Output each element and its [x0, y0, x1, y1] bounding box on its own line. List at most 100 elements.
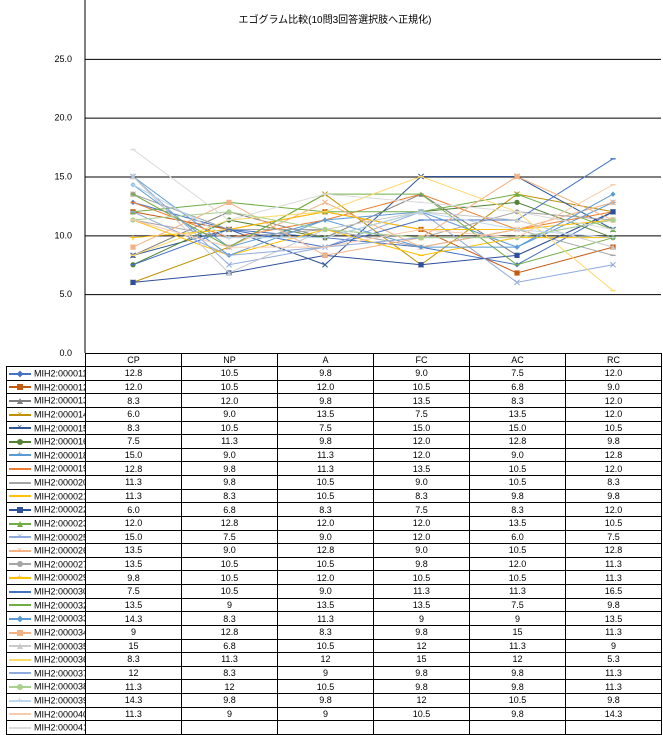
legend-line: [9, 468, 31, 470]
legend-line: [9, 413, 31, 416]
value-cell: 11.3: [277, 447, 374, 463]
legend-key-icon: [9, 656, 31, 664]
value-cell: 8.3: [181, 488, 278, 504]
value-cell: 9: [181, 706, 278, 722]
value-cell: 11.3: [85, 475, 182, 490]
legend-key-icon: ×: [9, 423, 31, 432]
table-body: MIH2:000011 12.8 10.5 9.8 9.0 7.5 12.0 MIH2:000…: [6, 366, 662, 735]
table-row: MIH2:000041: [6, 720, 662, 735]
value-cell: 11.3: [565, 679, 662, 694]
legend-marker: [17, 725, 23, 731]
data-point: [322, 235, 328, 241]
data-point: [610, 209, 616, 215]
legend-marker: [17, 602, 23, 608]
value-cell: [565, 720, 662, 735]
value-cell: 9.8: [469, 679, 566, 694]
value-cell: 13.5: [85, 556, 182, 572]
value-cell: 12.8: [85, 461, 182, 476]
series-name: MIH2:000027: [34, 559, 86, 570]
value-cell: 11.3: [85, 706, 182, 722]
value-cell: 9.8: [565, 597, 662, 613]
value-cell: 13.5: [373, 393, 470, 408]
legend-cell: MIH2:000034: [6, 624, 86, 640]
value-cell: 12.0: [469, 556, 566, 572]
data-point: [322, 199, 328, 206]
legend-key-icon: [9, 724, 31, 732]
value-cell: 10.5: [469, 570, 566, 585]
data-point: [418, 262, 424, 268]
legend-marker: [17, 589, 23, 595]
legend-line: [9, 481, 31, 484]
legend-cell: MIH2:000022: [6, 502, 86, 517]
table-row: MIH2:000016 7.5 11.3 9.8 12.0 12.8 9.8: [6, 434, 662, 449]
legend-cell: + MIH2:000029: [6, 570, 86, 585]
data-point: [226, 235, 232, 241]
value-cell: 13.5: [469, 515, 566, 531]
legend-key-icon: [9, 560, 31, 568]
data-point: [610, 191, 616, 197]
series-name: MIH2:000036: [34, 654, 86, 665]
legend-key-icon: +: [9, 695, 31, 705]
legend-key-icon: [9, 683, 31, 691]
legend-marker: [17, 657, 23, 663]
table-row: MIH2:000040 11.3 9 9 10.5 9.8 14.3: [6, 706, 662, 722]
data-point: [322, 261, 328, 268]
value-cell: 9: [85, 624, 182, 640]
value-cell: 12.0: [565, 461, 662, 476]
series-name: MIH2:000022: [34, 504, 86, 515]
value-cell: 12.0: [373, 529, 470, 545]
series-name: MIH2:000032: [34, 600, 86, 611]
value-cell: 9.0: [181, 447, 278, 463]
value-cell: 16.5: [565, 584, 662, 599]
series-name: MIH2:000019: [34, 464, 86, 474]
legend-key-icon: ×: [9, 409, 31, 419]
series-lines: [130, 148, 616, 292]
series-line: [132, 176, 614, 283]
legend-key-icon: [9, 669, 31, 677]
legend-line: [9, 495, 31, 498]
value-cell: 11.3: [373, 584, 470, 599]
value-cell: 12.0: [565, 393, 662, 408]
data-point: [610, 217, 616, 223]
legend-cell: MIH2:000027: [6, 556, 86, 572]
series-mih2-000039: [130, 182, 616, 241]
table-row: MIH2:000022 6.0 6.8 8.3 7.5 8.3 12.0: [6, 502, 662, 517]
legend-marker: [17, 480, 23, 486]
value-cell: 11.3: [565, 556, 662, 572]
value-cell: 9.0: [373, 475, 470, 490]
legend-marker: [17, 466, 23, 472]
value-cell: 7.5: [181, 529, 278, 545]
value-cell: 12: [181, 679, 278, 694]
series-name: MIH2:000034: [34, 627, 86, 638]
legend-cell: MIH2:000036: [6, 652, 86, 667]
value-cell: 7.5: [373, 406, 470, 422]
table-row: MIH2:000011 12.8 10.5 9.8 9.0 7.5 12.0: [6, 366, 662, 381]
value-cell: 15: [469, 624, 566, 640]
value-cell: 10.5: [373, 570, 470, 585]
value-cell: 13.5: [565, 611, 662, 626]
legend-marker: [17, 711, 23, 717]
value-cell: 10.5: [277, 679, 374, 694]
legend-cell: MIH2:000032: [6, 597, 86, 613]
table-row: MIH2:000020 11.3 9.8 10.5 9.0 10.5 8.3: [6, 475, 662, 490]
value-cell: 9.8: [565, 434, 662, 449]
value-cell: 9: [373, 611, 470, 626]
series-line: [132, 193, 614, 239]
table-row: MIH2:000027 13.5 10.5 10.5 9.8 12.0 11.3: [6, 556, 662, 572]
value-cell: 9.0: [277, 529, 374, 545]
data-point: [418, 235, 424, 241]
legend-cell: MIH2:000038: [6, 679, 86, 694]
table-row: MIH2:000012 12.0 10.5 12.0 10.5 6.8 9.0: [6, 379, 662, 395]
legend-key-icon: +: [9, 450, 31, 459]
data-point: [418, 244, 424, 250]
data-point: [514, 173, 520, 180]
value-cell: 10.5: [277, 556, 374, 572]
value-cell: 12.0: [277, 515, 374, 531]
table-row: × MIH2:000014 6.0 9.0 13.5 7.5 13.5 12.0: [6, 406, 662, 422]
table-row: MIH2:000021 11.3 8.3 10.5 8.3 9.8 9.8: [6, 488, 662, 504]
category-header: CP: [85, 353, 182, 367]
data-point: [514, 191, 520, 197]
value-cell: 13.5: [85, 597, 182, 613]
data-point: [610, 244, 616, 250]
data-point: [130, 182, 136, 188]
